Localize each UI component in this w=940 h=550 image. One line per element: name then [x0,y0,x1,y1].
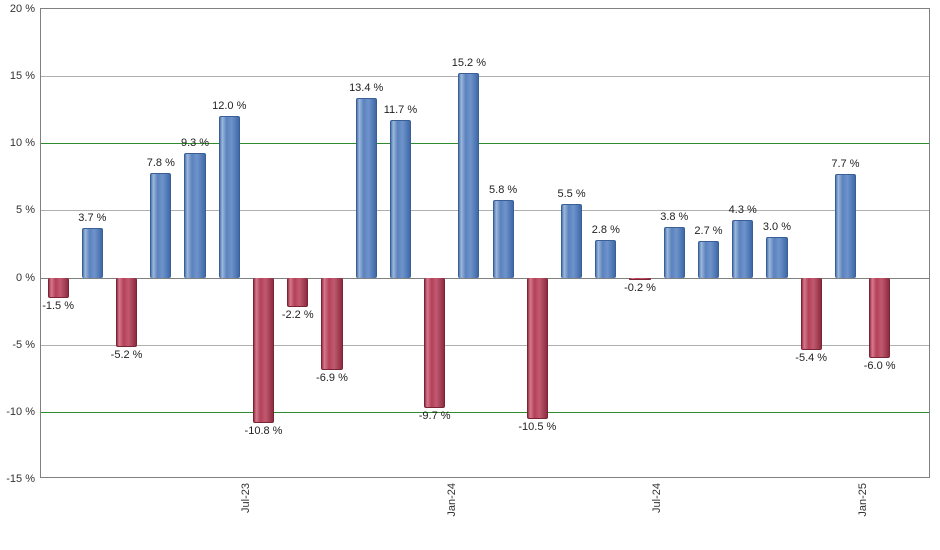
y-tick-label: 5 % [16,204,35,216]
gridline [41,210,929,211]
bar [287,278,308,308]
y-tick-label: 20 % [10,3,35,15]
bar [732,220,753,278]
bar-value-label: -5.2 % [111,349,143,361]
plot-area: -15 %-10 %-5 %0 %5 %10 %15 %20 %-1.5 %3.… [40,8,930,478]
bar-value-label: 3.8 % [660,211,688,223]
bar [698,241,719,277]
gridline [41,345,929,346]
gridline [41,412,929,413]
bar-value-label: 13.4 % [349,82,383,94]
bar [390,120,411,277]
bar [664,227,685,278]
bar-value-label: -10.5 % [518,421,556,433]
gridline [41,143,929,144]
bar [321,278,342,371]
y-tick-label: -10 % [6,406,35,418]
bar-value-label: 5.8 % [489,184,517,196]
bar-value-label: 2.7 % [694,225,722,237]
bar-value-label: 3.0 % [763,221,791,233]
bar [801,278,822,351]
bar-value-label: 7.8 % [147,157,175,169]
bar [253,278,274,423]
bar-value-label: -2.2 % [282,309,314,321]
y-tick-label: -15 % [6,473,35,485]
bar [356,98,377,278]
y-tick-label: 0 % [16,272,35,284]
y-tick-label: 10 % [10,137,35,149]
bar-value-label: -9.7 % [419,410,451,422]
bar [869,278,890,359]
bar-value-label: -1.5 % [42,300,74,312]
x-tick-label: Jul-24 [651,483,663,513]
bar [835,174,856,277]
y-tick-label: 15 % [10,70,35,82]
bar [48,278,69,298]
bar [82,228,103,278]
bar [458,73,479,277]
bar-value-label: 9.3 % [181,137,209,149]
bar [219,116,240,277]
y-tick-label: -5 % [12,339,35,351]
x-tick-label: Jan-24 [446,483,458,517]
bar [595,240,616,278]
bar-value-label: 15.2 % [452,57,486,69]
bar [116,278,137,348]
bar-value-label: 11.7 % [384,104,417,116]
bar-value-label: 5.5 % [557,188,585,200]
bar [424,278,445,408]
bar-value-label: 3.7 % [78,212,106,224]
bar-value-label: -0.2 % [624,282,656,294]
bar [150,173,171,278]
bar-value-label: -6.0 % [864,360,896,372]
bar [561,204,582,278]
gridline [41,76,929,77]
bar-value-label: -5.4 % [795,352,827,364]
x-tick-label: Jan-25 [857,483,869,517]
x-tick-label: Jul-23 [240,483,252,513]
bar [766,237,787,277]
bar [493,200,514,278]
bar [184,153,205,278]
bar-value-label: 2.8 % [592,224,620,236]
gridline [41,278,929,279]
bar-value-label: 12.0 % [212,100,246,112]
bar-value-label: 7.7 % [831,158,859,170]
bar [527,278,548,419]
bar-value-label: -6.9 % [316,372,348,384]
bar-value-label: 4.3 % [729,204,757,216]
bar-value-label: -10.8 % [245,425,283,437]
bar [629,278,650,281]
percent-bar-chart: -15 % -10 % -5 % 0 % 5 % 10 % 15 % 20 % -1.5 % 3.… [0,0,940,550]
